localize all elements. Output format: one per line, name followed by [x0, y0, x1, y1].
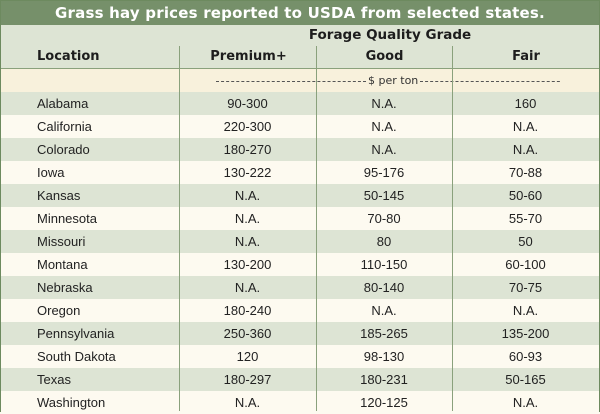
fair-cell: 70-88	[452, 161, 599, 184]
premium-cell: 90-300	[179, 92, 316, 115]
premium-cell: N.A.	[179, 276, 316, 299]
fair-cell: 50-60	[452, 184, 599, 207]
good-column-header: Good	[365, 49, 404, 64]
location-cell: Oregon	[1, 299, 179, 322]
good-cell: 180-231	[316, 368, 452, 391]
premium-cell: 180-270	[179, 138, 316, 161]
good-cell: 120-125	[316, 391, 452, 414]
fair-cell: 50	[452, 230, 599, 253]
price-table-body: Alabama 90-300 N.A. 160 California 220-300 N.A…	[1, 92, 599, 414]
good-cell: 70-80	[316, 207, 452, 230]
column-divider	[179, 46, 180, 411]
forage-quality-grade-header: Forage Quality Grade	[308, 27, 472, 43]
good-cell: 110-150	[316, 253, 452, 276]
location-cell: Washington	[1, 391, 179, 414]
table-row: Washington N.A. 120-125 N.A.	[1, 391, 599, 414]
good-cell: 80-140	[316, 276, 452, 299]
fair-cell: N.A.	[452, 299, 599, 322]
location-cell: Colorado	[1, 138, 179, 161]
good-cell: 95-176	[316, 161, 452, 184]
table-row: Texas 180-297 180-231 50-165	[1, 368, 599, 391]
location-cell: Kansas	[1, 184, 179, 207]
unit-row: $ per ton	[1, 68, 599, 92]
premium-cell: 180-297	[179, 368, 316, 391]
good-cell: N.A.	[316, 138, 452, 161]
premium-cell: N.A.	[179, 207, 316, 230]
premium-cell: N.A.	[179, 184, 316, 207]
table-row: Colorado 180-270 N.A. N.A.	[1, 138, 599, 161]
good-cell: N.A.	[316, 92, 452, 115]
column-divider	[316, 46, 317, 411]
table-row: Minnesota N.A. 70-80 55-70	[1, 207, 599, 230]
fair-cell: N.A.	[452, 115, 599, 138]
fair-cell: 50-165	[452, 368, 599, 391]
table-row: Montana 130-200 110-150 60-100	[1, 253, 599, 276]
table-row: Iowa 130-222 95-176 70-88	[1, 161, 599, 184]
fair-cell: N.A.	[452, 391, 599, 414]
premium-cell: 250-360	[179, 322, 316, 345]
table-row: Missouri N.A. 80 50	[1, 230, 599, 253]
premium-column-header: Premium+	[210, 49, 287, 64]
unit-dash-left	[216, 80, 366, 82]
fair-cell: 60-100	[452, 253, 599, 276]
location-cell: Minnesota	[1, 207, 179, 230]
fair-cell: 135-200	[452, 322, 599, 345]
unit-text: $ per ton	[368, 74, 419, 87]
premium-cell: N.A.	[179, 391, 316, 414]
good-cell: 98-130	[316, 345, 452, 368]
good-cell: N.A.	[316, 115, 452, 138]
location-cell: California	[1, 115, 179, 138]
table-row: Alabama 90-300 N.A. 160	[1, 92, 599, 115]
column-divider	[452, 46, 453, 411]
table-row: Nebraska N.A. 80-140 70-75	[1, 276, 599, 299]
location-cell: Missouri	[1, 230, 179, 253]
location-cell: Pennsylvania	[1, 322, 179, 345]
table-header: Forage Quality Grade Location Premium+ G…	[1, 25, 599, 68]
location-cell: Iowa	[1, 161, 179, 184]
premium-cell: 180-240	[179, 299, 316, 322]
premium-cell: N.A.	[179, 230, 316, 253]
fair-cell: 160	[452, 92, 599, 115]
price-table: Alabama 90-300 N.A. 160 California 220-300 N.A…	[1, 92, 599, 414]
location-column-header: Location	[37, 49, 100, 64]
good-cell: 80	[316, 230, 452, 253]
location-cell: Montana	[1, 253, 179, 276]
unit-dash-right	[420, 80, 561, 82]
unit-label: $ per ton	[216, 69, 561, 92]
table-row: Pennsylvania 250-360 185-265 135-200	[1, 322, 599, 345]
table-row: South Dakota 120 98-130 60-93	[1, 345, 599, 368]
table-title: Grass hay prices reported to USDA from s…	[1, 1, 599, 25]
fair-cell: 70-75	[452, 276, 599, 299]
location-cell: Texas	[1, 368, 179, 391]
table-row: California 220-300 N.A. N.A.	[1, 115, 599, 138]
fair-cell: 55-70	[452, 207, 599, 230]
good-cell: N.A.	[316, 299, 452, 322]
fair-column-header: Fair	[512, 49, 540, 64]
premium-cell: 120	[179, 345, 316, 368]
location-cell: Alabama	[1, 92, 179, 115]
premium-cell: 130-222	[179, 161, 316, 184]
good-cell: 185-265	[316, 322, 452, 345]
table-row: Kansas N.A. 50-145 50-60	[1, 184, 599, 207]
location-cell: Nebraska	[1, 276, 179, 299]
fair-cell: N.A.	[452, 138, 599, 161]
good-cell: 50-145	[316, 184, 452, 207]
premium-cell: 220-300	[179, 115, 316, 138]
location-cell: South Dakota	[1, 345, 179, 368]
premium-cell: 130-200	[179, 253, 316, 276]
table-row: Oregon 180-240 N.A. N.A.	[1, 299, 599, 322]
fair-cell: 60-93	[452, 345, 599, 368]
